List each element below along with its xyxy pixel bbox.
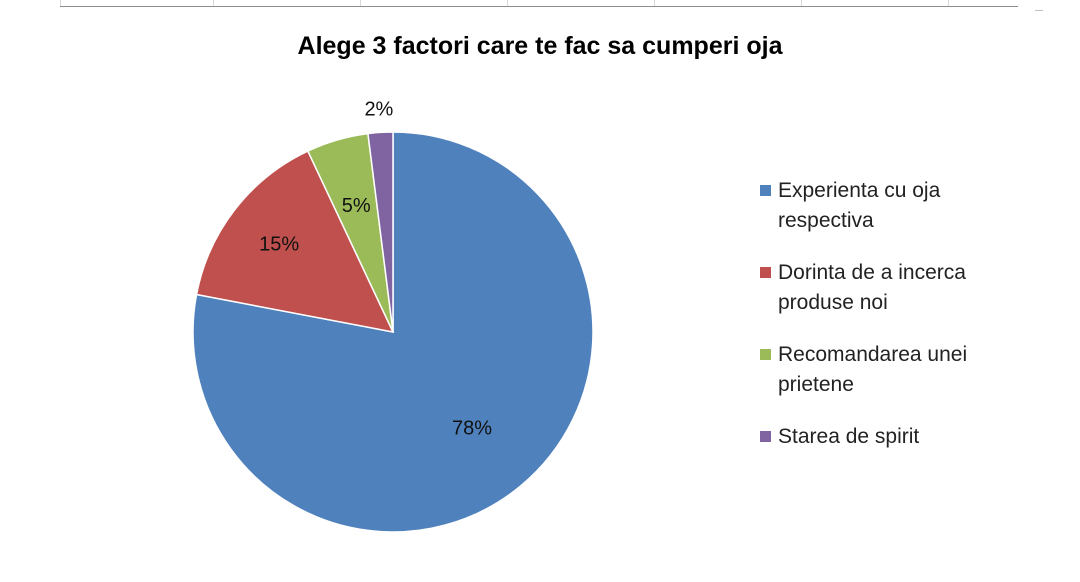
pie-slice-dorinta (195, 150, 395, 334)
legend-item-starea: Starea de spirit (760, 422, 1060, 452)
legend-swatch-experienta (760, 185, 771, 196)
legend-label-experienta-line2: respectiva (778, 209, 874, 232)
legend-label-recomandarea-line1: Recomandarea unei (778, 343, 968, 366)
legend-label-starea-line1: Starea de spirit (778, 425, 920, 448)
legend-label-dorinta-line1: Dorinta de a incerca (778, 261, 966, 284)
legend-swatch-dorinta (760, 267, 771, 278)
pie-slice-starea (367, 131, 394, 333)
legend-item-recomandarea: Recomandarea unei prietene (760, 340, 1060, 400)
legend-item-experienta: Experienta cu oja respectiva (760, 176, 1060, 236)
legend-item-dorinta: Dorinta de a incerca produse noi (760, 258, 1060, 318)
data-label-experienta: 78% (452, 418, 492, 440)
data-label-recomandarea: 5% (342, 195, 371, 217)
legend-swatch-recomandarea (760, 349, 771, 360)
legend-label-experienta-line1: Experienta cu oja (778, 179, 941, 202)
legend-label-dorinta-line2: produse noi (778, 291, 888, 314)
data-label-dorinta: 15% (259, 234, 299, 256)
data-label-starea: 2% (364, 98, 393, 120)
legend-label-recomandarea-line2: prietene (778, 373, 854, 396)
top-border-line (60, 6, 1018, 7)
top-tick-marks (60, 0, 1018, 7)
legend: Experienta cu oja respectiva Dorinta de … (760, 176, 1060, 452)
corner-mark (1035, 10, 1043, 11)
chart-title: Alege 3 factori care te fac sa cumperi o… (297, 32, 783, 60)
legend-swatch-starea (760, 431, 771, 442)
